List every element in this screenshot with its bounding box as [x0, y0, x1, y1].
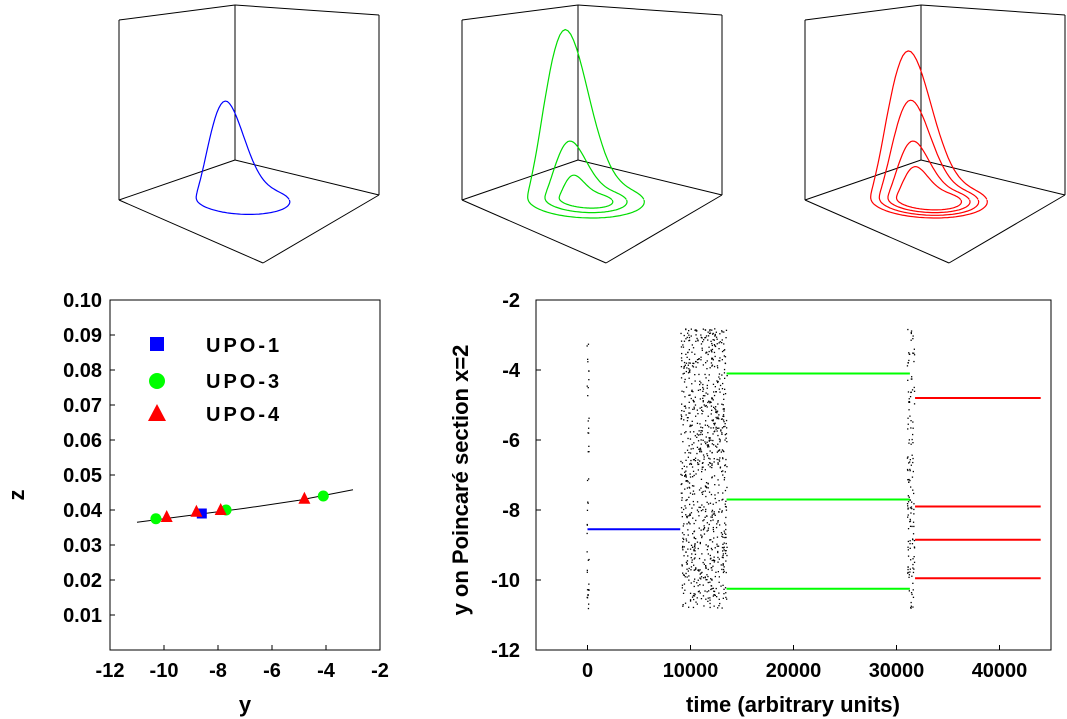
legend-marker-upo-1 [150, 337, 164, 351]
legend-marker-upo-3 [149, 373, 165, 389]
phase-panel-2 [461, 4, 723, 264]
phase-panel-3 [804, 4, 1066, 264]
right-x-tick-label: 40000 [972, 660, 1028, 682]
left-y-tick-label: 0.09 [63, 325, 102, 347]
right-x-axis-label: time (arbitrary units) [686, 692, 900, 717]
right-y-tick-label: -2 [502, 290, 520, 312]
phase-loop-3 [878, 99, 980, 216]
left-x-tick-label: -8 [209, 660, 227, 682]
legend-marker-upo-4 [148, 404, 166, 421]
right-x-tick-label: 30000 [869, 660, 925, 682]
left-x-tick-label: -6 [263, 660, 281, 682]
right-x-tick-label: 20000 [766, 660, 822, 682]
point-upo-4 [298, 491, 311, 504]
phase-loop-1 [195, 100, 291, 215]
phase-loop-2 [544, 140, 628, 214]
left-x-tick-label: -10 [150, 660, 179, 682]
chaotic-band-1 [680, 328, 728, 609]
fit-curve [136, 489, 354, 523]
point-upo-1 [196, 508, 207, 519]
right-y-tick-label: -4 [502, 360, 521, 382]
left-y-tick-label: 0.04 [63, 500, 103, 522]
chaotic-band-2 [906, 328, 916, 609]
left-y-tick-label: 0.06 [63, 430, 102, 452]
left-y-tick-label: 0.07 [63, 395, 102, 417]
left-y-tick-label: 0.01 [63, 605, 102, 627]
legend-label-upo-1: UPO-1 [206, 335, 282, 357]
chaotic-band-3 [586, 343, 590, 610]
left-y-axis-label: z [4, 490, 29, 501]
point-upo-4 [160, 510, 173, 522]
right-y-axis-label: y on Poincaré section x=2 [448, 345, 473, 616]
phase-loop-2 [527, 28, 645, 219]
point-upo-4 [214, 503, 227, 515]
left-x-axis-label: y [239, 692, 252, 717]
right-x-tick-label: 10000 [663, 660, 719, 682]
left-x-tick-label: -2 [371, 660, 389, 682]
left-chart: -12 -10 -8 -6 -4 -2 0.01 0.02 0.03 0.04 0.05 0.06 0.… [4, 290, 389, 717]
right-y-tick-label: -10 [491, 570, 520, 592]
right-y-tick-label: -12 [491, 640, 520, 662]
phase-panel-box [118, 4, 380, 264]
left-y-tick-label: 0.03 [63, 535, 102, 557]
legend-label-upo-3: UPO-3 [206, 371, 282, 393]
phase-space-panels [118, 4, 1066, 264]
legend-label-upo-4: UPO-4 [206, 404, 282, 426]
point-upo-4 [190, 504, 203, 517]
right-x-tick-label: 0 [582, 660, 593, 682]
phase-panel-box [804, 4, 1066, 264]
left-y-tick-label: 0.02 [63, 570, 102, 592]
left-y-tick-label: 0.10 [63, 290, 102, 312]
left-y-tick-label: 0.05 [63, 465, 102, 487]
phase-loop-2 [558, 174, 614, 209]
legend: UPO-1 UPO-3 UPO-4 [148, 335, 282, 426]
point-upo-3 [150, 513, 162, 525]
right-y-tick-label: -6 [502, 430, 520, 452]
phase-panel-box [461, 4, 723, 264]
right-chart: 0 10000 20000 30000 40000 -12 -10 -8 -6 -4 -2 time… [448, 290, 1052, 717]
point-upo-3 [317, 490, 329, 502]
phase-panel-1 [118, 4, 380, 264]
left-x-tick-label: -12 [96, 660, 125, 682]
right-plot-frame [535, 299, 1052, 651]
left-x-tick-label: -4 [317, 660, 336, 682]
right-y-tick-label: -8 [502, 500, 520, 522]
phase-loop-3 [887, 140, 971, 214]
phase-loop-3 [895, 165, 963, 211]
phase-loop-3 [870, 50, 988, 219]
left-y-tick-label: 0.08 [63, 360, 102, 382]
